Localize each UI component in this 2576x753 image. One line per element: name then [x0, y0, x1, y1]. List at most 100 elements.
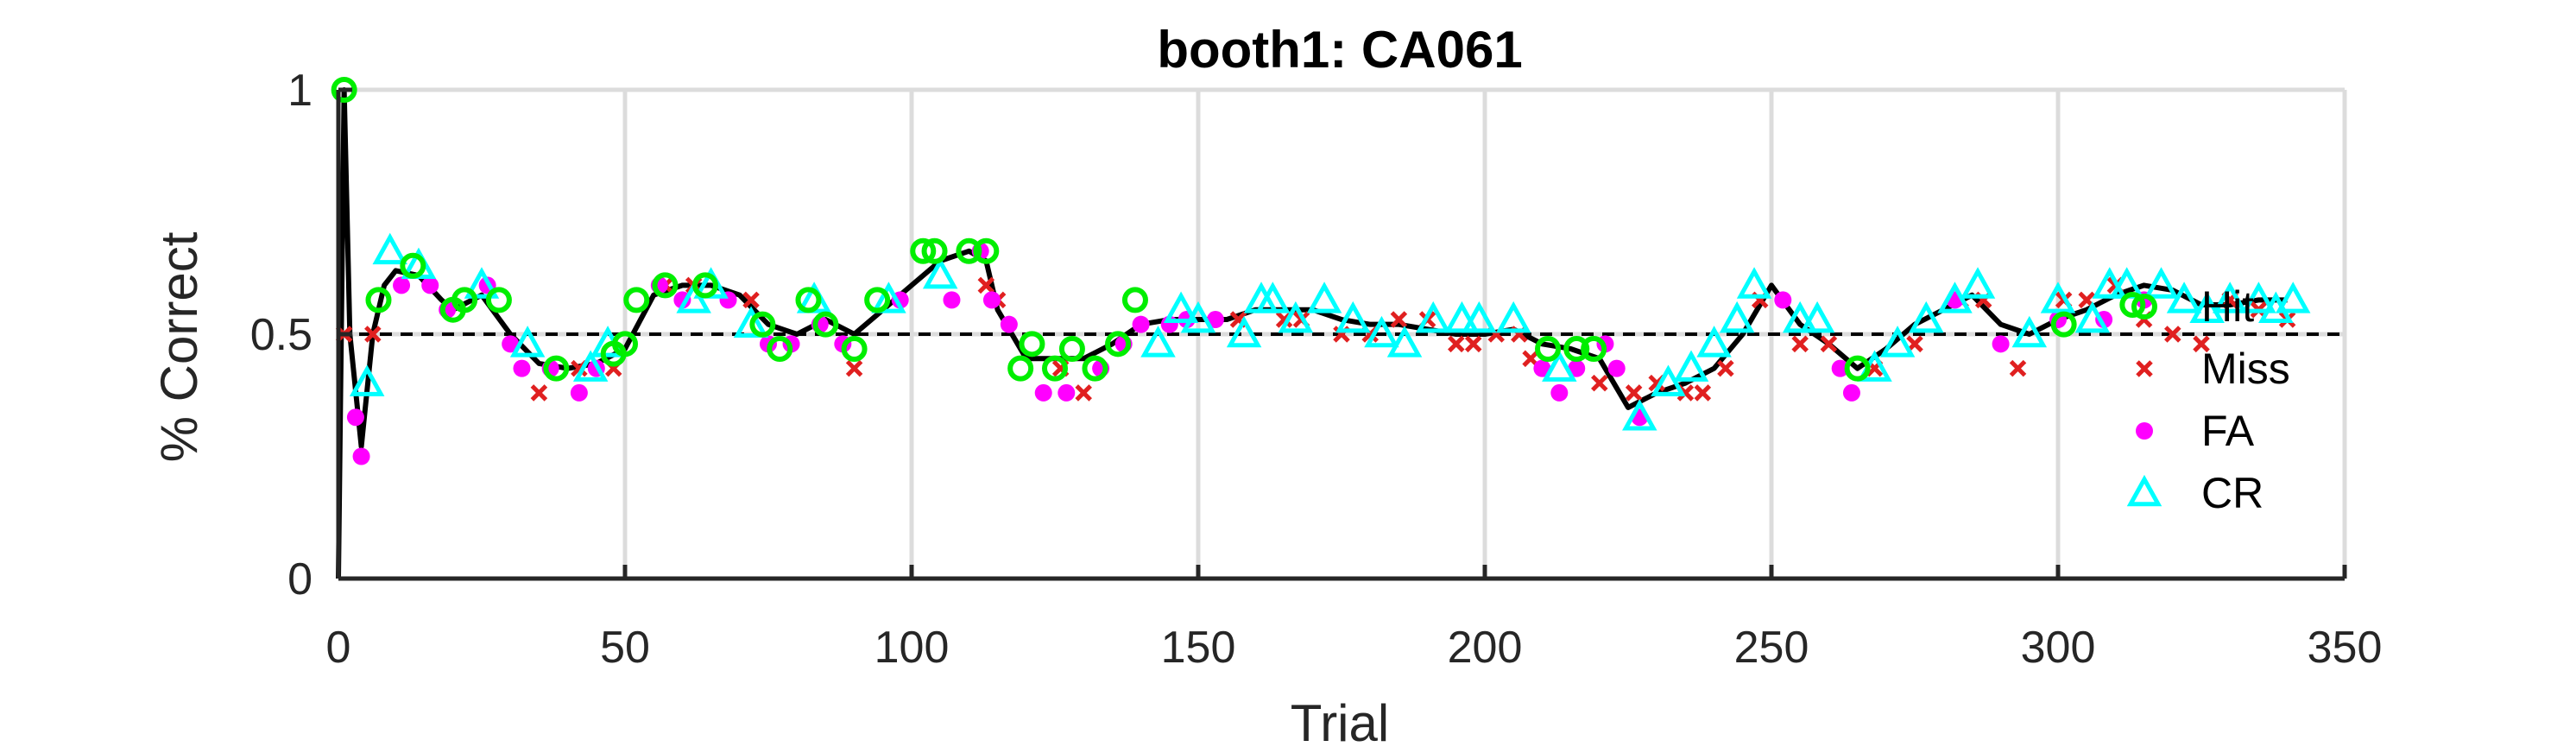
cr-marker — [1278, 301, 1314, 333]
hit-marker — [1042, 355, 1068, 382]
hit-marker — [812, 311, 839, 338]
fa-marker — [1568, 359, 1586, 377]
fa-marker — [1842, 383, 1860, 402]
cr-marker — [1180, 301, 1216, 333]
miss-marker — [977, 276, 995, 294]
hit-marker — [956, 237, 982, 264]
fa-marker — [1774, 291, 1792, 309]
miss-marker — [1464, 335, 1482, 353]
cr-marker — [1782, 301, 1818, 333]
cr-marker — [1386, 326, 1423, 358]
fa-marker — [1000, 315, 1018, 333]
fa-marker — [352, 447, 370, 465]
hit-marker — [864, 287, 891, 313]
cr-marker — [1163, 291, 1199, 323]
legend-item-hit: Hit — [2131, 282, 2254, 331]
cr-marker — [1651, 364, 1686, 396]
hit-marker — [2050, 311, 2077, 338]
cr-marker — [509, 326, 546, 358]
cr-marker — [1937, 282, 1973, 313]
cr-marker — [733, 306, 769, 338]
cr-marker — [1879, 326, 1916, 358]
x-tick-label: 100 — [874, 623, 950, 673]
fa-marker — [502, 335, 520, 353]
fa-marker — [1550, 383, 1569, 402]
fa-marker — [393, 276, 411, 294]
cr-marker — [349, 364, 385, 396]
cr-marker — [2144, 267, 2179, 299]
miss-marker — [1820, 335, 1838, 353]
hit-marker — [1844, 355, 1871, 382]
cr-marker — [572, 350, 609, 382]
cr-marker — [464, 267, 500, 299]
x-tick-label: 150 — [1161, 623, 1236, 673]
fa-marker — [1034, 383, 1052, 402]
x-axis-label: Trial — [1291, 694, 1389, 752]
fa-marker — [1607, 359, 1626, 377]
legend-item-miss: Miss — [2136, 345, 2290, 393]
y-tick-label: 0.5 — [250, 310, 313, 360]
cr-marker — [1719, 301, 1755, 333]
x-tick-label: 0 — [326, 623, 351, 673]
cr-marker — [2040, 282, 2076, 313]
cr-marker — [1909, 301, 1944, 333]
hit-marker — [1563, 335, 1590, 362]
x-tick-label: 50 — [600, 623, 650, 673]
hit-marker — [1082, 355, 1108, 382]
cr-marker — [1622, 399, 1657, 431]
hit-marker — [795, 287, 822, 313]
miss-marker — [2164, 326, 2181, 343]
miss-marker — [1075, 384, 1092, 402]
miss-marker — [845, 359, 863, 377]
tick-labels: 0 50 100 150 200 250 300 350 0 0.5 1 — [250, 66, 2383, 673]
hit-marker — [973, 237, 1000, 264]
hit-marker — [767, 335, 793, 362]
x-tick-label: 300 — [2021, 623, 2096, 673]
legend-item-cr: CR — [2126, 469, 2263, 517]
cr-marker — [1306, 282, 1342, 313]
hit-marker — [365, 287, 392, 313]
hit-marker — [691, 272, 718, 299]
cr-marker — [871, 282, 906, 313]
miss-marker — [530, 384, 548, 402]
cr-marker — [2074, 301, 2111, 333]
miss-marker — [2009, 359, 2027, 377]
cr-marker — [1673, 350, 1709, 382]
miss-marker — [1791, 335, 1809, 353]
hit-marker — [623, 287, 650, 313]
fa-marker — [1533, 359, 1551, 377]
fa-marker — [513, 359, 531, 377]
cr-marker — [1226, 315, 1262, 348]
legend-label: FA — [2201, 407, 2255, 455]
hit-marker — [1058, 335, 1085, 362]
fa-marker — [346, 408, 364, 427]
fa-marker — [943, 291, 961, 309]
legend-cr-icon — [2126, 474, 2162, 507]
legend: Hit Miss FA CR — [2126, 282, 2290, 517]
fa-marker — [1132, 315, 1150, 333]
cr-marker — [1444, 301, 1480, 333]
fa-marker — [1831, 359, 1849, 377]
cr-marker — [1364, 315, 1399, 348]
miss-marker — [1448, 335, 1465, 353]
fa-marker — [982, 291, 1001, 309]
fa-marker — [1992, 335, 2010, 353]
hit-marker — [652, 272, 679, 299]
x-tick-label: 350 — [2308, 623, 2383, 673]
y-tick-label: 1 — [287, 66, 313, 116]
legend-label: Miss — [2201, 345, 2290, 393]
hit-marker — [451, 287, 478, 313]
hit-marker — [841, 335, 868, 362]
axes — [336, 87, 2347, 581]
fa-marker — [1058, 383, 1076, 402]
cr-marker — [2092, 267, 2128, 299]
series-cr — [349, 232, 2311, 431]
cr-marker — [372, 232, 408, 265]
cr-marker — [2241, 282, 2276, 313]
miss-marker — [742, 291, 760, 309]
hit-marker — [921, 237, 948, 264]
cr-marker — [1960, 267, 1996, 299]
miss-marker — [1717, 359, 1734, 377]
cr-marker — [1255, 282, 1291, 313]
